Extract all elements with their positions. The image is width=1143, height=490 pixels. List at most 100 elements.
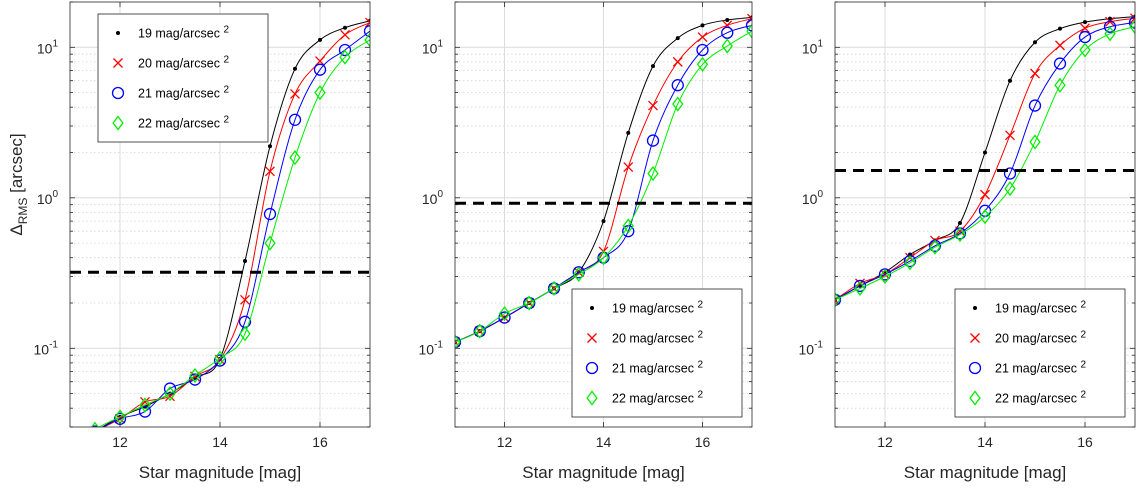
data-point-x <box>90 426 100 427</box>
legend-label: 19 mag/arcsec 2 <box>995 300 1086 316</box>
legend-label: 22 mag/arcsec 2 <box>612 390 703 406</box>
y-tick-label: 10-1 <box>34 339 59 357</box>
data-point-diamond <box>979 209 991 225</box>
data-layer <box>65 17 370 454</box>
data-point-circle <box>90 425 100 427</box>
data-point-diamond <box>573 266 585 282</box>
data-point-circle <box>671 79 684 92</box>
data-point-diamond <box>1029 134 1041 150</box>
data-point-diamond <box>746 23 752 39</box>
data-point-diamond <box>954 226 966 243</box>
data-point-x <box>315 56 325 67</box>
legend-marker-circle <box>585 361 599 375</box>
data-point-x <box>1130 13 1135 24</box>
y-tick-base: 10 <box>419 341 435 357</box>
data-point-circle <box>1103 20 1117 33</box>
data-point-diamond <box>1004 181 1016 197</box>
data-point-diamond <box>239 326 251 342</box>
data-point-circle <box>65 442 76 453</box>
y-tick-exponent: -1 <box>49 339 58 350</box>
data-point-dot <box>700 23 705 28</box>
data-point-diamond <box>189 367 201 384</box>
y-tick-exponent: 1 <box>817 38 823 49</box>
data-point-x <box>140 397 150 407</box>
data-point-x <box>1055 40 1065 51</box>
data-point-diamond <box>721 38 733 54</box>
data-point-x <box>980 189 990 200</box>
data-point-diamond <box>339 49 351 65</box>
data-point-x <box>365 17 370 28</box>
data-point-diamond <box>65 441 75 454</box>
data-point-dot <box>983 150 987 155</box>
tick-marks <box>70 1 370 428</box>
data-point-diamond <box>264 235 276 251</box>
data-point-x <box>672 56 683 67</box>
data-point-circle <box>878 268 892 281</box>
x-tick-label: 16 <box>695 434 711 450</box>
y-tick-exponent: 0 <box>817 189 823 200</box>
legend-label-superscript: 2 <box>697 330 703 341</box>
x-axis-label: Star magnitude [mag] <box>904 463 1067 482</box>
y-tick-exponent: 0 <box>52 189 58 200</box>
data-point-dot <box>1008 78 1012 83</box>
y-tick-exponent: 1 <box>52 38 58 49</box>
series-line-4 <box>835 26 1135 301</box>
data-point-circle <box>1128 16 1135 29</box>
data-point-dot <box>725 17 730 22</box>
data-point-x <box>1080 23 1090 34</box>
legend-label: 20 mag/arcsec 2 <box>138 55 229 71</box>
legend-marker-dot <box>973 306 977 310</box>
data-point-diamond <box>597 250 610 266</box>
tick-marks <box>835 1 1135 428</box>
data-point-x <box>240 294 250 305</box>
y-tick-exponent: -1 <box>434 339 443 350</box>
y-tick-base: 10 <box>34 341 50 357</box>
data-point-circle <box>1028 99 1042 112</box>
legend-label-superscript: 2 <box>697 300 703 311</box>
data-point-diamond <box>523 295 535 311</box>
y-tick-exponent: -1 <box>814 339 823 350</box>
data-point-dot <box>601 219 606 224</box>
data-point-dot <box>626 130 631 135</box>
series-4 <box>835 19 1135 308</box>
legend-marker-diamond <box>112 115 124 131</box>
legend-marker-dot <box>590 306 594 310</box>
data-point-dot <box>93 430 97 434</box>
y-tick-label: 101 <box>422 38 444 56</box>
legend-marker-diamond <box>586 390 598 406</box>
data-point-dot <box>293 66 297 71</box>
data-point-diamond <box>548 280 560 296</box>
data-point-circle <box>138 405 152 418</box>
y-tick-base: 10 <box>422 40 438 56</box>
data-point-circle <box>1053 57 1067 70</box>
x-tick-label: 12 <box>497 434 513 450</box>
legend-marker-dot <box>116 31 120 35</box>
y-tick-base: 10 <box>799 341 815 357</box>
legend-label-superscript: 2 <box>223 85 229 96</box>
data-point-circle <box>313 63 327 76</box>
data-point-circle <box>288 113 302 126</box>
y-tick-label: 100 <box>802 189 824 207</box>
data-point-diamond <box>647 165 659 182</box>
legend-marker-circle <box>111 86 125 100</box>
data-point-diamond <box>474 323 486 339</box>
data-point-diamond <box>214 350 226 366</box>
legend: 19 mag/arcsec 2 20 mag/arcsec 2 21 mag/arc… <box>571 288 743 418</box>
legend-label: 20 mag/arcsec 2 <box>612 330 703 346</box>
data-point-diamond <box>364 32 370 48</box>
data-point-circle <box>721 26 734 39</box>
legend-label-superscript: 2 <box>223 25 229 36</box>
legend-label: 21 mag/arcsec 2 <box>612 360 703 376</box>
data-point-dot <box>1058 26 1062 31</box>
data-point-dot <box>318 37 322 42</box>
x-tick-label: 16 <box>312 434 328 450</box>
x-tick-label: 14 <box>596 434 612 450</box>
data-point-x <box>1030 68 1040 79</box>
legend-label: 21 mag/arcsec 2 <box>138 85 229 101</box>
series-4 <box>455 23 752 350</box>
data-point-dot <box>68 445 72 449</box>
